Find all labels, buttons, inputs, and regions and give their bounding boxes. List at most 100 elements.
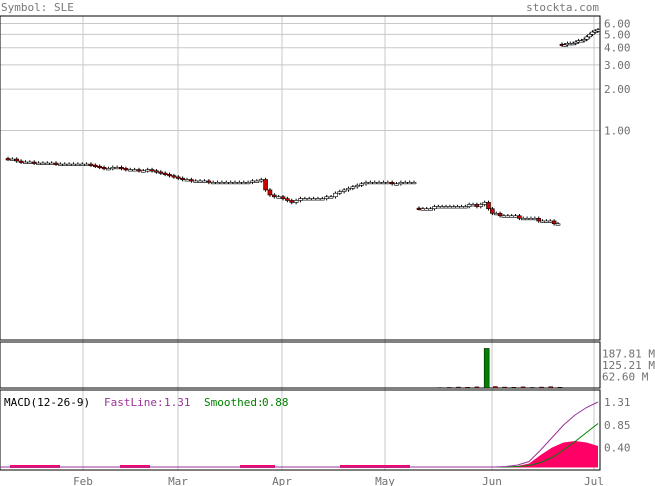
- may-jun-candle: [540, 220, 545, 223]
- volume-bar: [483, 348, 490, 389]
- may-jun-candle: [486, 202, 491, 210]
- jan-may-candle: [167, 174, 172, 177]
- volume-bar: [520, 386, 526, 389]
- jan-may-candle: [394, 183, 399, 186]
- may-jun-candle: [482, 202, 487, 205]
- jan-may-candle: [114, 167, 120, 170]
- may-jun-candle: [478, 204, 484, 207]
- jan-may-candle: [333, 192, 338, 198]
- jan-may-candle: [27, 161, 33, 164]
- jan-may-candle: [267, 189, 273, 196]
- jul-candle: [587, 34, 592, 38]
- jan-may-candle: [280, 196, 286, 199]
- volume-bar: [493, 386, 498, 389]
- jan-may-candle: [132, 169, 137, 172]
- volume-bar: [502, 386, 507, 389]
- jul-candle: [573, 41, 579, 44]
- may-jun-candle: [536, 218, 541, 222]
- may-jun-candle: [428, 208, 433, 211]
- macd-smoothed-line: [0, 423, 599, 468]
- may-jun-candle: [528, 218, 534, 221]
- jan-may-candle: [44, 162, 50, 165]
- jan-may-candle: [219, 182, 225, 185]
- price-tick-label: 4.00: [604, 42, 631, 55]
- jan-may-candle: [171, 175, 177, 178]
- jan-may-candle: [245, 182, 251, 185]
- jan-may-candle: [93, 164, 98, 167]
- jan-may-candle: [402, 182, 408, 185]
- macd-axis: 1.31 0.85 0.40: [604, 396, 631, 455]
- x-tick-label: Mar: [168, 475, 188, 486]
- volume-bar: [548, 386, 554, 389]
- jan-may-candle: [141, 170, 146, 173]
- price-axis: 6.005.004.00 3.00 2.00 1.00: [604, 17, 631, 137]
- volume-panel: [0, 341, 601, 389]
- jan-may-candle: [210, 182, 216, 185]
- jan-may-candle: [311, 198, 316, 201]
- jan-may-candle: [40, 162, 46, 165]
- jan-may-candle: [285, 198, 290, 201]
- jan-may-candle: [263, 179, 268, 191]
- x-tick-label: Apr: [272, 475, 292, 486]
- may-jun-candle: [551, 220, 557, 225]
- may-jun-candle: [505, 215, 511, 218]
- may-jun-candle: [513, 215, 518, 218]
- jan-may-candle: [372, 182, 378, 185]
- jan-may-candle: [158, 171, 164, 174]
- jan-may-candle: [97, 165, 102, 169]
- jan-may-candle: [315, 198, 321, 201]
- volume-bar: [465, 387, 470, 389]
- x-tick-label: May: [375, 475, 395, 486]
- jan-may-candle: [328, 196, 334, 199]
- jul-candle: [595, 29, 601, 32]
- jan-may-candle: [53, 162, 59, 165]
- may-jun-candle: [547, 220, 553, 223]
- x-tick-label: Feb: [73, 475, 93, 486]
- jan-may-candle: [23, 161, 28, 164]
- jan-may-candle: [110, 167, 116, 170]
- jan-may-candle: [289, 200, 295, 203]
- macd-series: [0, 401, 599, 468]
- jan-may-candle: [385, 182, 391, 185]
- jan-may-candle: [407, 182, 412, 185]
- may-jun-candle: [497, 213, 503, 217]
- jan-may-candle: [389, 182, 395, 185]
- may-jun-candle: [466, 204, 472, 207]
- may-jun-candle: [432, 206, 437, 210]
- jan-may-candle: [79, 163, 85, 166]
- jan-may-candle: [149, 169, 155, 172]
- jan-may-candle: [298, 198, 303, 201]
- jan-may-candle: [320, 198, 325, 201]
- chart-grid: [0, 16, 600, 470]
- jan-may-candle: [127, 169, 133, 172]
- jan-may-candle: [145, 169, 150, 172]
- macd-tick-label: 0.40: [604, 442, 631, 455]
- macd-tick-label: 1.31: [604, 396, 631, 409]
- may-jun-candle: [470, 204, 476, 207]
- jan-may-candle: [237, 182, 242, 185]
- jan-may-candle: [272, 194, 277, 198]
- price-tick-label: 3.00: [604, 59, 631, 72]
- jul-candle: [562, 44, 568, 47]
- macd-fast-line: [0, 401, 599, 468]
- jan-may-candle: [184, 179, 190, 182]
- jan-may-candle: [293, 200, 299, 203]
- x-tick-label: Jul: [584, 475, 604, 486]
- jan-may-candle: [58, 163, 63, 166]
- may-jun-candle: [532, 218, 538, 221]
- jan-may-candle: [123, 168, 129, 171]
- smoothed-value: 0.88: [262, 396, 289, 409]
- fastline-label: FastLine:: [104, 396, 164, 409]
- jul-candle: [570, 43, 576, 46]
- macd-panel: [0, 389, 601, 471]
- jan-may-candle: [324, 196, 329, 199]
- jul-candle: [581, 39, 587, 42]
- time-axis: Feb Mar Apr May Jun Jul: [73, 475, 604, 486]
- jan-may-candle: [88, 163, 94, 166]
- jan-may-candle: [241, 182, 247, 185]
- may-jun-candle: [447, 206, 453, 209]
- may-jun-candle: [420, 208, 426, 211]
- may-jun-candle: [443, 206, 449, 209]
- volume-tick-label: 62.60 M: [602, 370, 649, 383]
